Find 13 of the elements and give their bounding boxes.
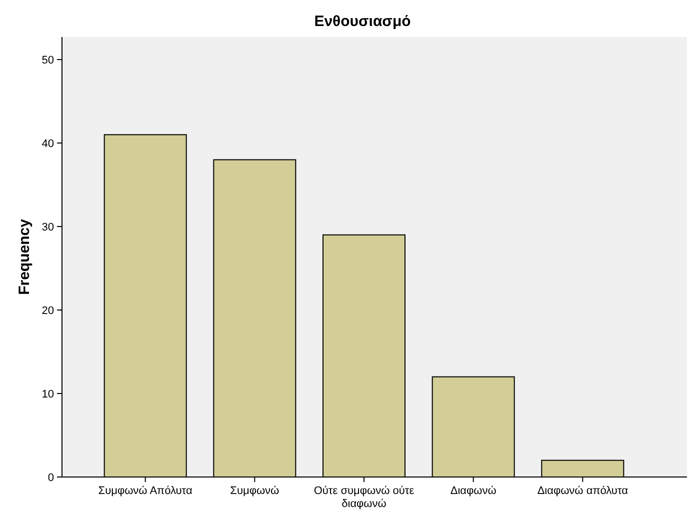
y-tick-label: 0 [48, 472, 54, 484]
x-tick-label: Διαφωνώ απόλυτα [537, 485, 629, 497]
y-axis-title: Frequency [16, 218, 33, 295]
x-tick-label: Διαφωνώ [450, 485, 497, 497]
x-tick-label: Συμφωνώ [230, 485, 280, 497]
chart-title: Ενθουσιασμό [314, 13, 411, 30]
y-tick-label: 20 [42, 304, 54, 317]
y-tick-label: 30 [42, 221, 54, 234]
y-tick-label: 40 [42, 138, 54, 150]
y-tick-label: 50 [42, 54, 54, 66]
x-tick-label: Συμφωνώ Απόλυτα [98, 485, 193, 497]
x-tick-label: Ούτε συμφωνώ ούτε διαφωνώ [314, 485, 414, 510]
y-tick-label: 10 [42, 388, 54, 400]
